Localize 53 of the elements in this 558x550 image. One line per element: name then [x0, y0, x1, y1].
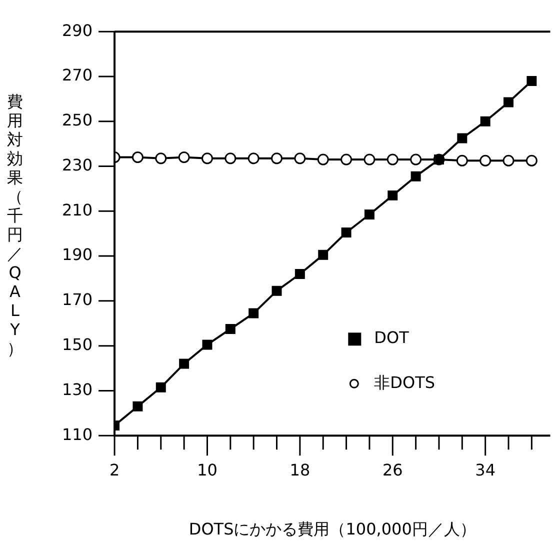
point	[341, 227, 352, 238]
point	[340, 154, 352, 166]
point	[272, 286, 282, 296]
y-tick-label: 230	[62, 155, 93, 174]
text: 費用対効果（千円／QALY）	[7, 92, 23, 358]
point	[318, 250, 328, 260]
point	[526, 76, 537, 86]
y-tick-label: 250	[62, 110, 93, 130]
point	[271, 152, 283, 164]
point	[178, 152, 190, 164]
y-tick-label: 210	[62, 200, 93, 220]
point	[294, 269, 305, 279]
point	[388, 190, 398, 200]
x-tick-label: 2	[109, 460, 120, 480]
point	[480, 154, 492, 166]
point	[364, 210, 374, 220]
point	[132, 152, 144, 164]
y-tick-label: 190	[62, 245, 93, 264]
x-tick-label: 18	[290, 460, 310, 480]
point	[156, 382, 166, 392]
point	[224, 152, 236, 164]
x-axis-title: DOTSにかかる費用（100,000円／人）	[188, 520, 476, 539]
point	[526, 154, 538, 166]
point	[502, 154, 514, 166]
point	[248, 308, 259, 318]
y-tick-label: 130	[62, 380, 93, 399]
point	[132, 401, 143, 412]
point	[294, 152, 306, 164]
point	[248, 152, 260, 164]
point	[456, 154, 468, 166]
point	[457, 133, 468, 144]
y-tick-label: 150	[62, 334, 93, 354]
point	[225, 324, 236, 334]
x-tick-label: 26	[382, 460, 403, 480]
point	[201, 152, 213, 164]
legend-label: 非DOTS	[374, 372, 436, 392]
y-tick-label: 270	[62, 66, 93, 85]
y-tick-label: 110	[62, 424, 93, 444]
point	[155, 152, 167, 164]
y-tick-label: 290	[62, 20, 93, 40]
x-tick-label: 10	[197, 460, 218, 480]
point	[386, 154, 398, 166]
point	[364, 154, 376, 166]
y-tick-label: 170	[62, 290, 93, 310]
point	[504, 97, 514, 108]
point	[202, 340, 212, 350]
legend-label: DOT	[374, 328, 410, 347]
point	[480, 116, 490, 126]
point	[179, 358, 190, 369]
point	[410, 154, 422, 166]
point	[317, 154, 329, 166]
point	[410, 171, 421, 182]
x-tick-label: 34	[475, 460, 496, 480]
